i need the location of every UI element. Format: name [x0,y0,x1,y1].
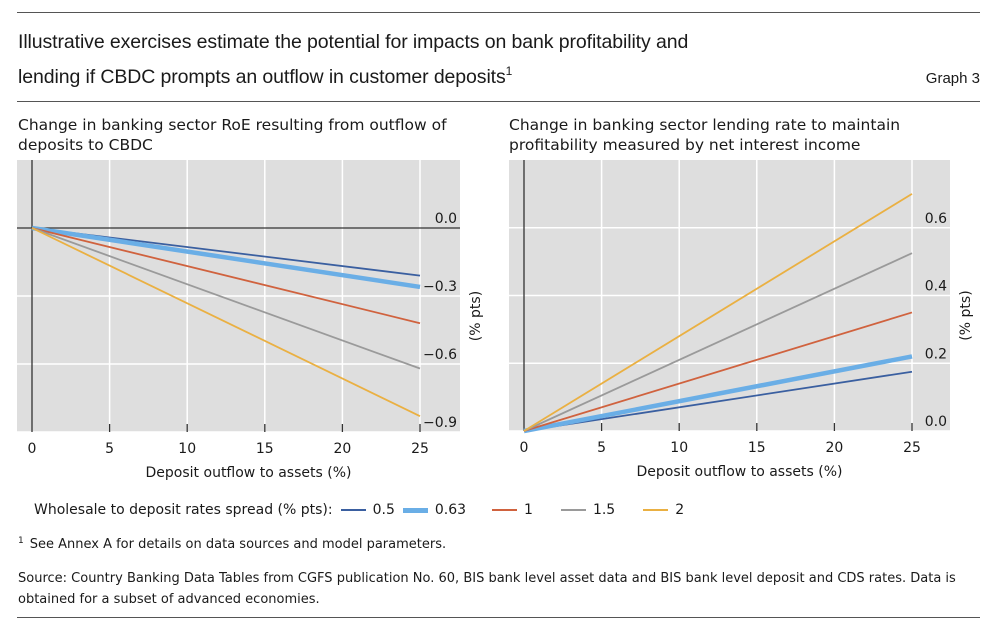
footnote-text: See Annex A for details on data sources … [29,537,447,552]
roe-y-tick-label: 0.0 [435,211,457,227]
lending-x-tick-label: 5 [597,440,606,456]
title-footnote-mark: 1 [505,64,513,78]
legend-item-label: 0.5 [372,502,395,518]
legend-item-label: 1 [524,502,533,518]
footnote: 1 See Annex A for details on data sources… [18,536,446,552]
lending-x-tick-label: 15 [748,440,766,456]
legend-item-0.63: 0.63 [402,502,467,518]
roe-x-tick-label: 0 [28,441,37,457]
lending-y-tick-label: 0.2 [925,346,947,362]
legend-swatch [492,509,518,511]
lending-series-line-0.5 [523,370,913,432]
roe-series-line-1 [31,227,421,325]
legend-item-label: 2 [675,502,685,518]
roe-series-line-0.63 [31,225,421,290]
bottom-rule [17,617,980,618]
roe-y-tick-label: −0.6 [423,347,457,363]
roe-x-tick-label: 10 [178,441,196,457]
legend-label: Wholesale to deposit rates spread (% pts… [34,502,333,518]
graph-title-line2: lending if CBDC prompts an outflow in cu… [18,66,506,88]
lending-x-tick-label: 20 [825,440,843,456]
legend: Wholesale to deposit rates spread (% pts… [34,502,684,518]
legend-item-1: 1 [492,502,533,518]
legend-item-2: 2 [643,502,684,518]
legend-item-0.5: 0.5 [340,502,395,518]
roe-y-tick-label: −0.9 [423,415,457,431]
graph-title-line1: Illustrative exercises estimate the pote… [18,31,689,53]
footnote-mark: 1 [18,536,24,546]
graph-title: Illustrative exercises estimate the pote… [18,28,688,92]
roe-x-tick-label: 15 [256,441,274,457]
legend-item-label: 1.5 [592,502,616,518]
roe-series-line-1.5 [31,227,421,370]
lending-y-tick-label: 0.0 [925,414,947,430]
left-panel-title: Change in banking sector RoE resulting f… [18,116,447,154]
legend-swatch [560,509,586,511]
roe-y-axis-label: (% pts) [468,291,484,341]
legend-item-label: 0.63 [434,502,467,518]
lending-x-tick-label: 0 [520,440,529,456]
roe-x-tick-label: 20 [333,441,351,457]
legend-item-1.5: 1.5 [560,502,616,518]
lending-y-tick-label: 0.6 [925,211,947,227]
lending-series-line-1 [523,311,913,432]
right-panel-title: Change in banking sector lending rate to… [509,116,901,154]
title-rule [17,101,980,102]
lending-y-tick-label: 0.4 [925,279,947,295]
roe-x-tick-label: 25 [411,441,429,457]
roe-x-axis-label: Deposit outflow to assets (%) [146,465,352,481]
roe-x-tick-label: 5 [105,441,114,457]
roe-series-line-2 [31,227,421,417]
lending-series-line-1.5 [523,252,913,432]
lending-x-tick-label: 25 [903,440,921,456]
top-rule [17,12,980,13]
source-note: Source: Country Banking Data Tables from… [18,571,956,607]
lending-series-line-2 [523,193,913,432]
lending-y-axis-label: (% pts) [958,290,974,340]
lending-x-axis-label: Deposit outflow to assets (%) [637,464,843,480]
legend-swatch [643,509,669,511]
lending-series-line-0.63 [523,354,913,434]
lending-x-tick-label: 10 [670,440,688,456]
legend-swatch [340,509,366,511]
graph-number: Graph 3 [925,70,980,87]
legend-swatch [402,507,428,513]
roe-y-tick-label: −0.3 [423,279,457,295]
